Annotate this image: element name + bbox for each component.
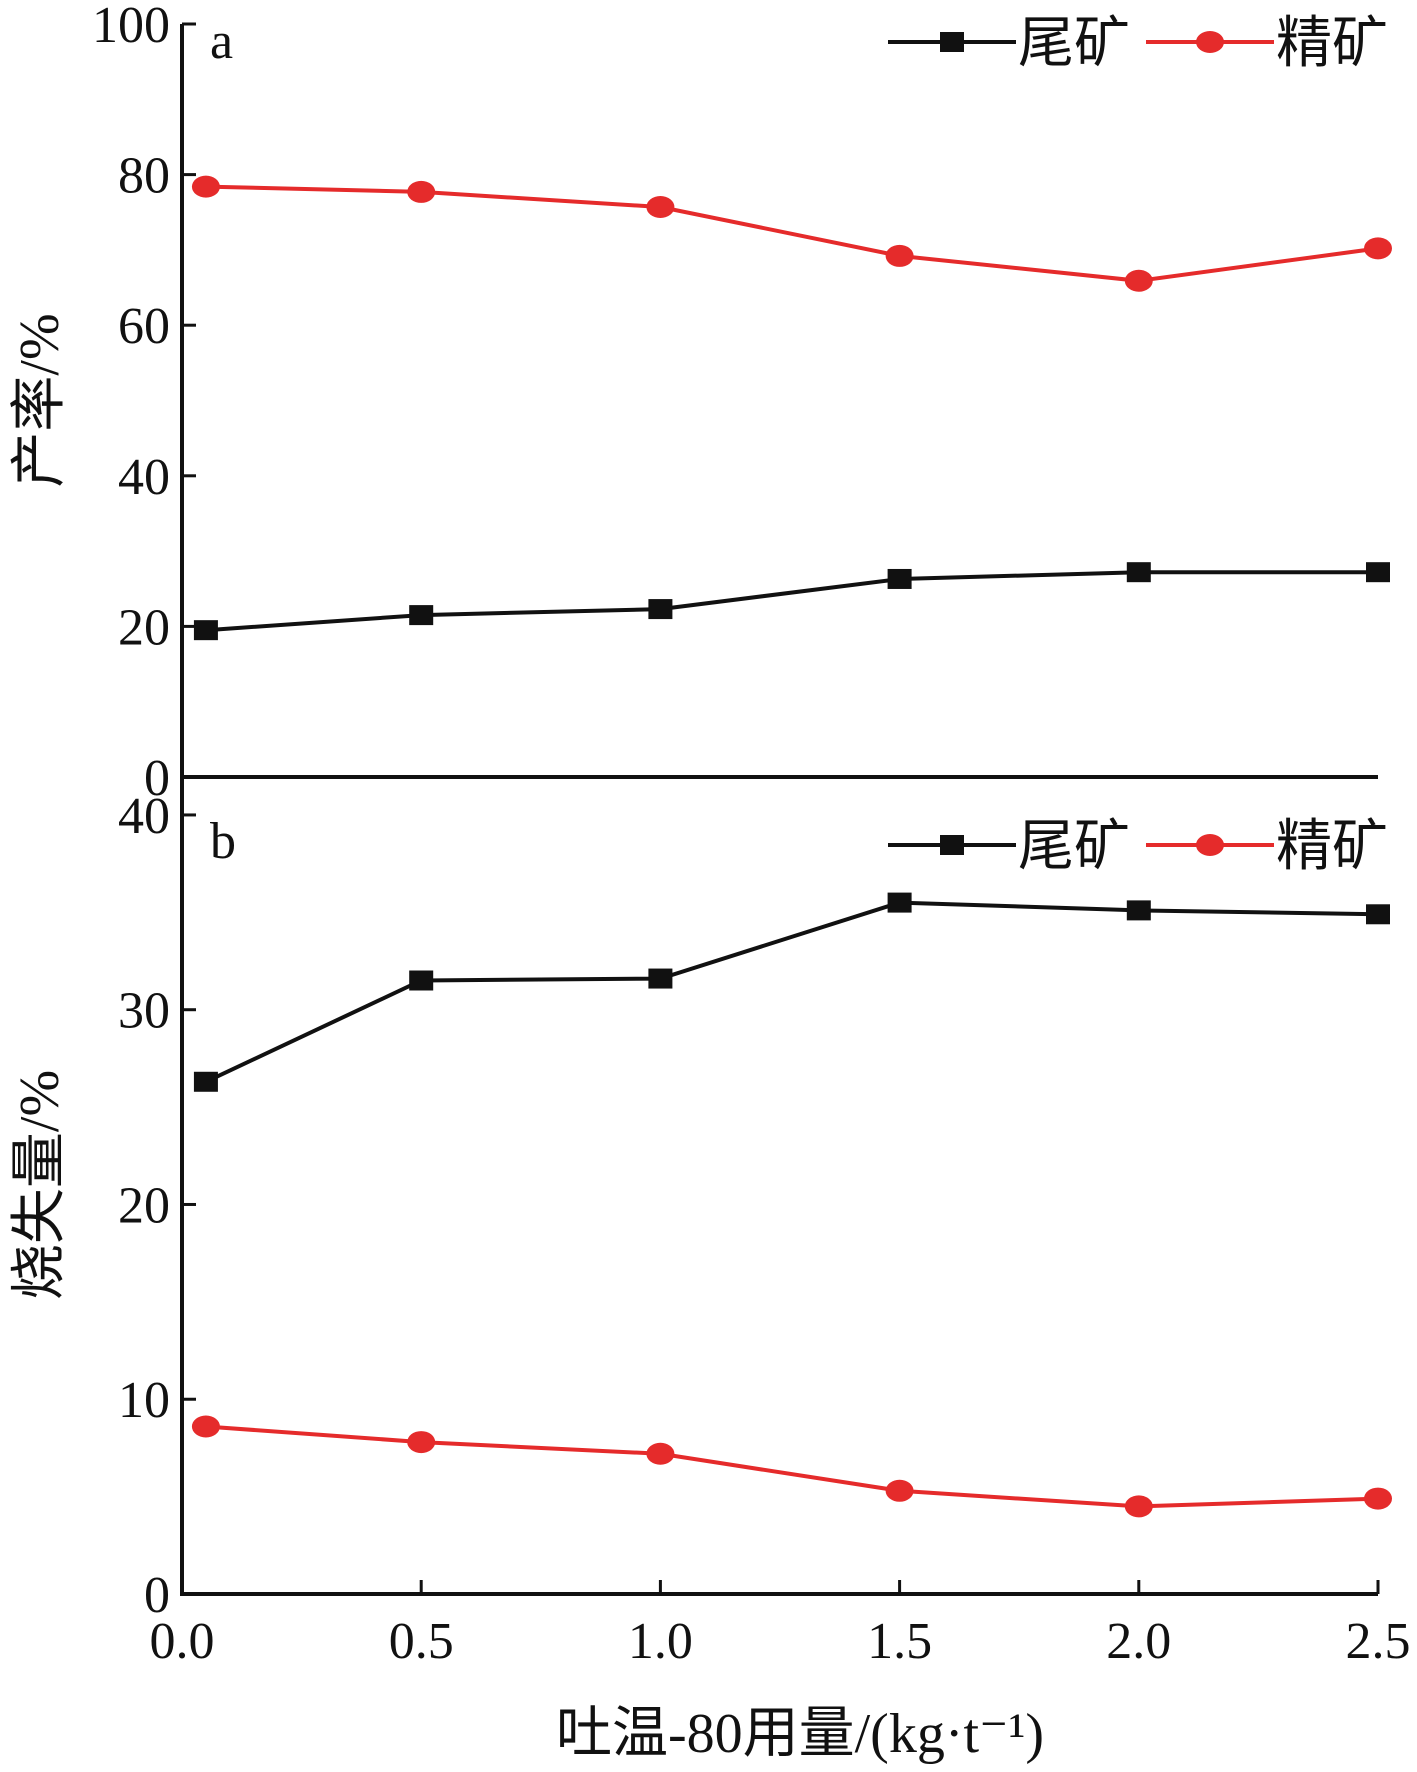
data-point-tailings [1366,562,1390,583]
series-line-tailings [205,570,1378,633]
data-point-concentrate [885,1479,914,1502]
y-tick-label: 20 [118,1177,170,1234]
data-point-concentrate [191,175,220,198]
data-point-concentrate [407,180,436,203]
data-point-tailings [1126,900,1151,921]
data-point-concentrate [646,1442,675,1465]
data-point-concentrate [885,244,914,267]
legend-label: 精矿 [1276,816,1388,878]
data-point-concentrate [1364,237,1392,260]
y-tick-label: 100 [92,0,170,54]
y-tick-label: 10 [118,1372,170,1429]
legend-label: 精矿 [1276,13,1388,75]
data-point-concentrate [191,1415,220,1438]
panel-letter: b [210,813,236,870]
legend-label: 尾矿 [1018,13,1130,75]
y-tick-label: 30 [118,983,170,1040]
data-point-concentrate [407,1431,436,1454]
x-axis-title: 吐温-80用量/(kg·t⁻¹) [556,1703,1044,1765]
data-point-concentrate [1124,1495,1153,1518]
series-line-tailings [205,900,1379,1084]
data-point-concentrate [646,195,675,218]
y-tick-label: 40 [118,788,170,845]
data-point-concentrate [1124,269,1153,292]
x-tick-label: 0.0 [150,1613,215,1670]
panel-b-loss-on-ignition-chart: 0 10 20 30 40 0.0 0.5 1.0 1.5 2.0 2.5 b 烧失量/% 吐温-80用量… [9,776,1411,1765]
y-tick-label: 60 [118,298,170,355]
data-point-tailings [1366,904,1390,925]
x-tick-label: 1.0 [628,1613,693,1670]
data-point-tailings [1126,562,1151,583]
data-point-tailings [409,970,434,991]
y-tick-label: 80 [118,148,170,205]
data-point-concentrate [1364,1487,1392,1510]
x-tick-label: 2.5 [1346,1613,1411,1670]
legend-marker [1196,834,1224,856]
x-tick-label: 0.5 [389,1613,454,1670]
legend-label: 尾矿 [1018,816,1130,878]
data-point-tailings [887,568,912,589]
y-tick-label: 20 [118,599,170,656]
data-point-tailings [648,599,673,620]
panel-letter: a [210,13,233,70]
data-point-tailings [648,968,673,989]
y-axis-title: 产率/% [9,313,71,487]
x-tick-label: 1.5 [867,1613,932,1670]
y-axis-title: 烧失量/% [9,1070,71,1300]
data-point-tailings [193,1071,218,1092]
y-tick-label: 0 [144,1567,170,1624]
x-tick-label: 2.0 [1106,1613,1171,1670]
series-line-concentrate [205,1424,1379,1509]
legend-marker [940,835,964,855]
y-tick-label: 40 [118,449,170,506]
legend-marker [940,32,964,52]
panel-a-yield-chart: 0 20 40 60 80 100 a 产率/% 尾矿 精矿 [9,0,1392,807]
series-line-concentrate [205,184,1379,283]
legend-marker [1196,31,1224,53]
data-point-tailings [193,620,218,641]
y-tick-label: 0 [144,750,170,807]
data-point-tailings [887,892,912,913]
data-point-tailings [409,605,434,626]
